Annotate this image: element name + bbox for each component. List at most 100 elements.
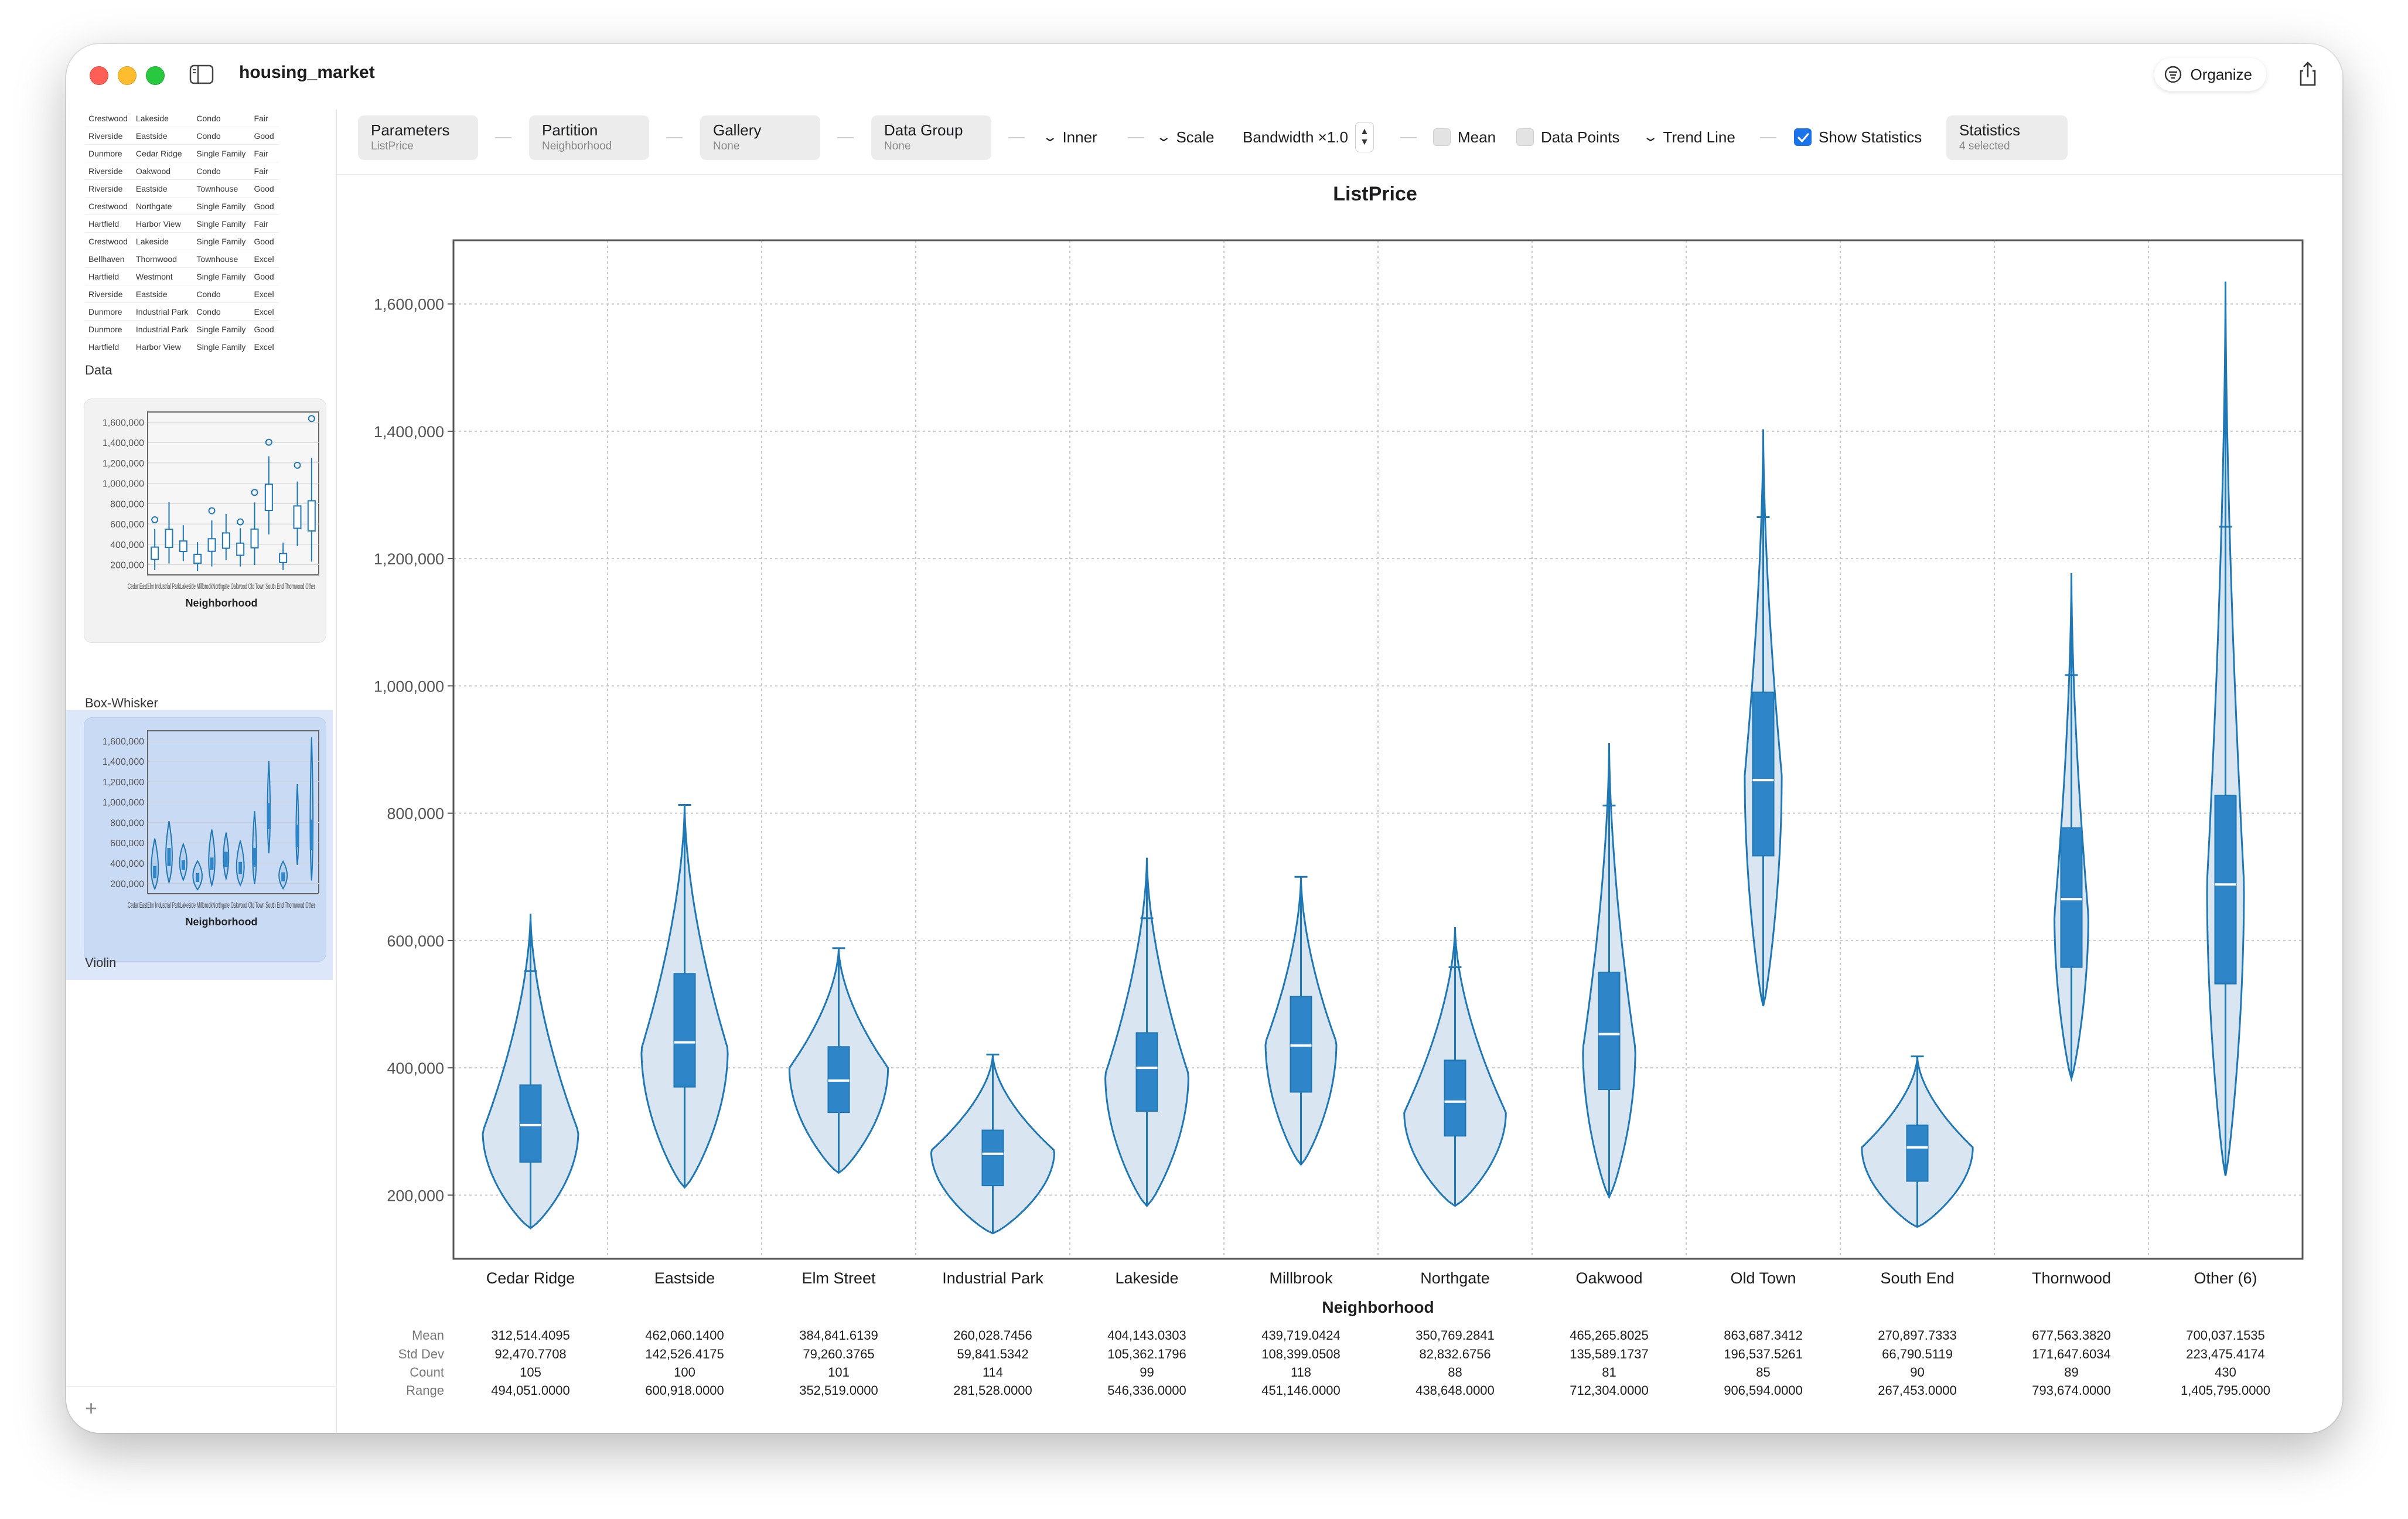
thumb-box	[181, 860, 185, 871]
mean-checkbox[interactable]	[1433, 128, 1451, 146]
data-preview-row: Crestwood Northgate Single Family Good	[85, 197, 279, 215]
data-preview-cell: Cedar Ridge	[132, 144, 193, 162]
thumb-y-label: 1,000,000	[103, 479, 144, 489]
thumb-x-ticks: Cedar EastElm Industrial ParkLakeside Mi…	[128, 900, 315, 910]
data-preview-cell: Eastside	[132, 179, 193, 197]
sidebar: Crestwood Lakeside Condo Fair Riverside Easts…	[66, 110, 337, 1433]
thumb-y-label: 200,000	[110, 561, 144, 571]
data-preview-cell: Westmont	[132, 267, 193, 285]
data-preview-cell: Condo	[193, 285, 251, 303]
data-preview-cell: Crestwood	[85, 110, 132, 127]
statistics-label: Statistics	[1959, 121, 2021, 139]
data-preview-row: Dunmore Cedar Ridge Single Family Fair	[85, 144, 279, 162]
chevron-down-icon[interactable]: ▼	[1360, 137, 1369, 147]
sidebar-divider	[66, 1386, 336, 1387]
chevron-up-icon[interactable]: ▲	[1360, 127, 1369, 137]
bandwidth-stepper[interactable]: ▲ ▼	[1355, 122, 1374, 152]
thumb-violin	[252, 811, 257, 884]
data-preview-cell: Riverside	[85, 162, 132, 180]
thumb-outlier	[294, 461, 301, 469]
data-preview-row: Dunmore Industrial Park Condo Excel	[85, 302, 279, 321]
chevron-down-icon: ⌄	[1642, 130, 1659, 144]
scale-dropdown[interactable]: ⌄ Scale	[1155, 125, 1215, 149]
thumb-box	[165, 529, 173, 549]
thumb-outlier	[308, 415, 315, 423]
data-preview-cell: Industrial Park	[132, 320, 193, 338]
share-icon[interactable]	[2293, 59, 2322, 88]
data-preview-cell: Fair	[250, 144, 279, 162]
thumb-box	[153, 866, 157, 878]
toolbar-separator	[1128, 137, 1144, 138]
thumb-box	[293, 505, 302, 529]
parameters-label: Parameters	[371, 121, 450, 139]
scale-label: Scale	[1176, 128, 1215, 146]
add-button[interactable]: +	[85, 1396, 98, 1420]
data-preview-cell: Condo	[193, 110, 251, 127]
thumb-outlier	[151, 516, 159, 523]
thumb-y-label: 1,400,000	[103, 757, 144, 767]
data-preview-cell: Dunmore	[85, 320, 132, 338]
thumb-box	[267, 803, 271, 830]
minimize-button[interactable]	[118, 66, 137, 85]
data-preview-row: Crestwood Lakeside Condo Fair	[85, 110, 279, 127]
thumb-box	[264, 483, 273, 512]
thumb-box	[307, 500, 316, 532]
gallery-button[interactable]: Gallery None	[700, 115, 820, 160]
thumb-y-label: 1,600,000	[103, 737, 144, 747]
data-preview-cell: Thornwood	[132, 250, 193, 268]
toolbar-separator	[666, 137, 683, 138]
data-preview-cell: Condo	[193, 127, 251, 145]
data-preview-cell: Good	[250, 127, 279, 145]
parameters-button[interactable]: Parameters ListPrice	[358, 115, 478, 160]
data-preview-cell: Industrial Park	[132, 302, 193, 321]
organize-label: Organize	[2190, 65, 2253, 83]
data-points-checkbox[interactable]	[1516, 128, 1534, 146]
thumb-violin	[309, 737, 314, 881]
toolbar-separator	[1400, 137, 1417, 138]
zoom-button[interactable]	[146, 66, 165, 85]
thumb-box	[236, 542, 245, 556]
toolbar-separator	[495, 137, 511, 138]
data-preview-row: Riverside Eastside Townhouse Good	[85, 179, 279, 197]
title-bar: housing_market Organize	[66, 44, 2342, 110]
thumb-y-label: 600,000	[110, 839, 144, 849]
box-whisker-thumbnail[interactable]: 200,000 400,000 600,000 800,000 1,000,000 1,2…	[84, 399, 326, 643]
show-statistics-toggle[interactable]: Show Statistics	[1794, 125, 1922, 149]
thumb-box	[309, 819, 313, 850]
parameters-value: ListPrice	[371, 140, 414, 152]
mean-toggle[interactable]: Mean	[1433, 125, 1496, 149]
box-whisker-label: Box-Whisker	[85, 696, 158, 710]
data-preview-cell: Riverside	[85, 179, 132, 197]
sidebar-toggle-icon[interactable]	[189, 64, 214, 85]
thumb-box	[295, 825, 299, 847]
thumb-y-label: 1,200,000	[103, 459, 144, 469]
data-preview-cell: Eastside	[132, 127, 193, 145]
statistics-button[interactable]: Statistics 4 selected	[1946, 115, 2068, 160]
close-button[interactable]	[90, 66, 108, 85]
chevron-down-icon: ⌄	[1155, 130, 1172, 144]
thumb-y-label: 400,000	[110, 859, 144, 869]
data-preview-row: Crestwood Lakeside Single Family Good	[85, 232, 279, 250]
thumb-y-label: 400,000	[110, 540, 144, 550]
bandwidth-label: Bandwidth ×1.0	[1243, 128, 1348, 146]
data-preview-cell: Condo	[193, 162, 251, 180]
data-thumbnail[interactable]: Crestwood Lakeside Condo Fair Riverside Easts…	[85, 110, 331, 353]
organize-button[interactable]: Organize	[2154, 58, 2266, 91]
partition-button[interactable]: Partition Neighborhood	[529, 115, 649, 160]
data-points-toggle[interactable]: Data Points	[1516, 125, 1619, 149]
violin-label: Violin	[85, 955, 117, 970]
thumb-box	[207, 538, 216, 552]
inner-dropdown[interactable]: ⌄ Inner	[1042, 125, 1097, 149]
show-statistics-checkbox[interactable]	[1794, 128, 1812, 146]
data-preview-cell: Excel	[250, 302, 279, 321]
violin-thumbnail[interactable]: 200,000 400,000 600,000 800,000 1,000,000 1,2…	[84, 717, 326, 962]
data-group-button[interactable]: Data Group None	[871, 115, 991, 160]
data-preview-cell: Excel	[250, 285, 279, 303]
data-preview-cell: Single Family	[193, 338, 251, 353]
thumb-plot-frame	[147, 411, 319, 575]
bandwidth-control[interactable]: Bandwidth ×1.0 ▲ ▼	[1243, 122, 1374, 152]
toolbar-separator	[1008, 137, 1025, 138]
data-preview-row: Hartfield Westmont Single Family Good	[85, 267, 279, 285]
trend-line-dropdown[interactable]: ⌄ Trend Line	[1642, 125, 1735, 149]
data-preview-cell: Single Family	[193, 232, 251, 250]
